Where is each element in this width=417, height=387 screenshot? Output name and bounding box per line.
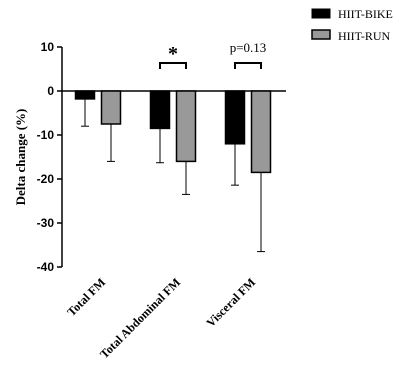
annotation-text: p=0.13 (230, 40, 267, 55)
y-tick-label: 0 (47, 84, 54, 98)
annotations: * p=0.13 (159, 40, 267, 69)
bar-hiit-run-1 (175, 90, 197, 163)
y-tick-label: -40 (37, 260, 55, 274)
y-tick-label: -20 (37, 172, 55, 186)
bar-hiit-bike-0 (74, 90, 96, 100)
legend-label-hiit-run: HIIT-RUN (338, 29, 391, 43)
bar-hiit-bike-2 (224, 90, 246, 145)
bar-hiit-bike-1 (149, 90, 171, 130)
annotation-text: * (168, 43, 178, 65)
bar-hiit-run-2 (250, 90, 272, 174)
x-tick-label: Visceral FM (204, 275, 259, 330)
y-tick-label: -30 (37, 216, 55, 230)
legend-label-hiit-bike: HIIT-BIKE (338, 7, 393, 21)
y-axis-label: Delta change (%) (13, 109, 28, 206)
legend: HIIT-BIKE HIIT-RUN (311, 7, 393, 43)
x-tick-label: Total FM (64, 275, 108, 319)
legend-swatch-hiit-run (311, 29, 331, 40)
significance-bracket (159, 62, 187, 69)
significance-bracket (234, 62, 262, 69)
y-tick-label: -10 (37, 128, 55, 142)
x-tick-label: Total Abdominal FM (97, 275, 183, 361)
axes: 10 0 -10 -20 -30 -40 (37, 40, 286, 274)
bar-hiit-run-0 (100, 90, 122, 125)
legend-swatch-hiit-bike (311, 8, 331, 19)
y-tick-label: 10 (41, 40, 55, 54)
